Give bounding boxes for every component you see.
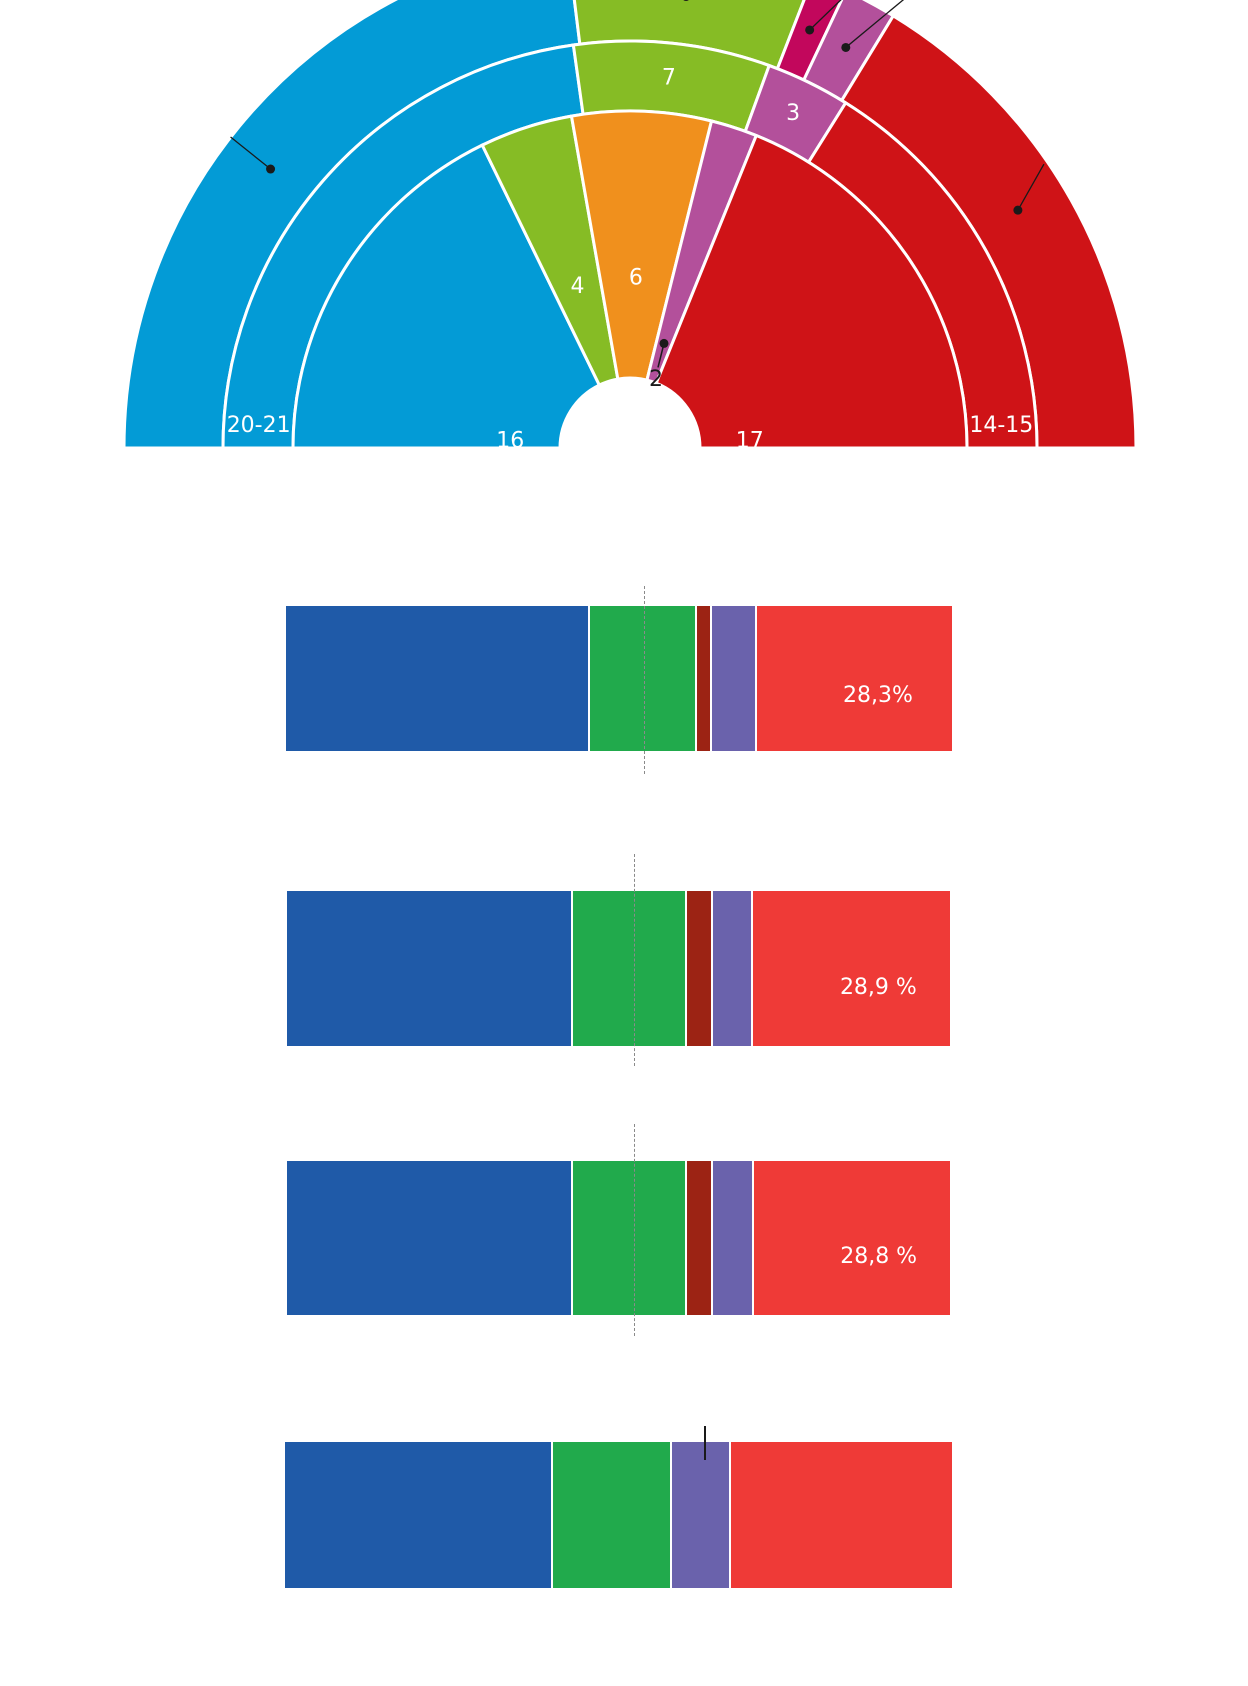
hemicycle-inner-label-4: 17 <box>736 428 764 453</box>
hemicycle-inner-slice-2 <box>569 109 714 382</box>
hemicycle-leader-line-2 <box>809 0 842 31</box>
hemicycle-inner-label-2: 6 <box>629 266 643 291</box>
bar-chart-3-segment-3 <box>713 1161 754 1315</box>
bar-chart-4-segment-2 <box>671 1442 731 1588</box>
bar-chart-2-reference-line <box>633 854 635 1066</box>
bar-chart-1-segment-4 <box>757 606 952 751</box>
bar-chart-3-segment-0 <box>287 1161 573 1315</box>
bar-chart-1-segment-1 <box>590 606 698 751</box>
hemicycle-leader-dot-1 <box>683 0 689 1</box>
hemicycle-leader-line-4 <box>1017 163 1045 211</box>
hemicycle-callout-label: 2 <box>649 367 663 392</box>
bar-chart-1-segment-3 <box>711 606 758 751</box>
bar-chart-3-segment-label-4: 28,8 % <box>840 1244 918 1270</box>
hemicycle-inner-label-0: 16 <box>496 428 524 453</box>
bar-chart-1-segment-0 <box>286 606 591 751</box>
bar-chart-3-reference-line <box>634 1124 636 1336</box>
bar-chart-2-segment-4 <box>753 891 950 1046</box>
bar-chart-2-segment-3 <box>712 891 754 1046</box>
bar-chart-1-segment-label-4: 28,3% <box>842 683 913 709</box>
bar-chart-1-segment-2 <box>697 606 712 751</box>
hemicycle-middle-label-3: 14-15 <box>969 413 1033 438</box>
bar-chart-4-reference-line <box>703 1426 706 1460</box>
bar-chart-1-reference-line <box>643 586 645 774</box>
hemicycle-leader-line-0 <box>230 136 271 170</box>
hemicycle-middle-label-0: 20-21 <box>227 413 291 438</box>
bar-chart-4-segment-0 <box>285 1442 554 1588</box>
hemicycle-middle-label-1: 7 <box>662 66 676 91</box>
hemicycle-callout-line <box>657 343 665 368</box>
bar-chart-4-segment-3 <box>730 1442 952 1588</box>
hemicycle-inner-label-1: 4 <box>570 274 584 299</box>
hemicycle-middle-label-2: 3 <box>786 101 800 126</box>
hemicycle-inner-slice-0 <box>291 143 602 450</box>
hemicycle-inner-slice-4 <box>654 133 969 450</box>
bar-chart-2-segment-0 <box>287 891 573 1046</box>
bar-chart-3-segment-1 <box>572 1161 688 1315</box>
bar-chart-2-segment-1 <box>572 891 687 1046</box>
bar-chart-3-segment-4 <box>753 1161 950 1315</box>
bar-chart-4-segment-1 <box>553 1442 672 1588</box>
bar-chart-2-segment-label-4: 28,9 % <box>839 974 917 1000</box>
hemicycle-leader-line-3 <box>845 0 905 48</box>
bar-chart-3-segment-2 <box>687 1161 714 1315</box>
bar-chart-2-segment-2 <box>686 891 713 1046</box>
